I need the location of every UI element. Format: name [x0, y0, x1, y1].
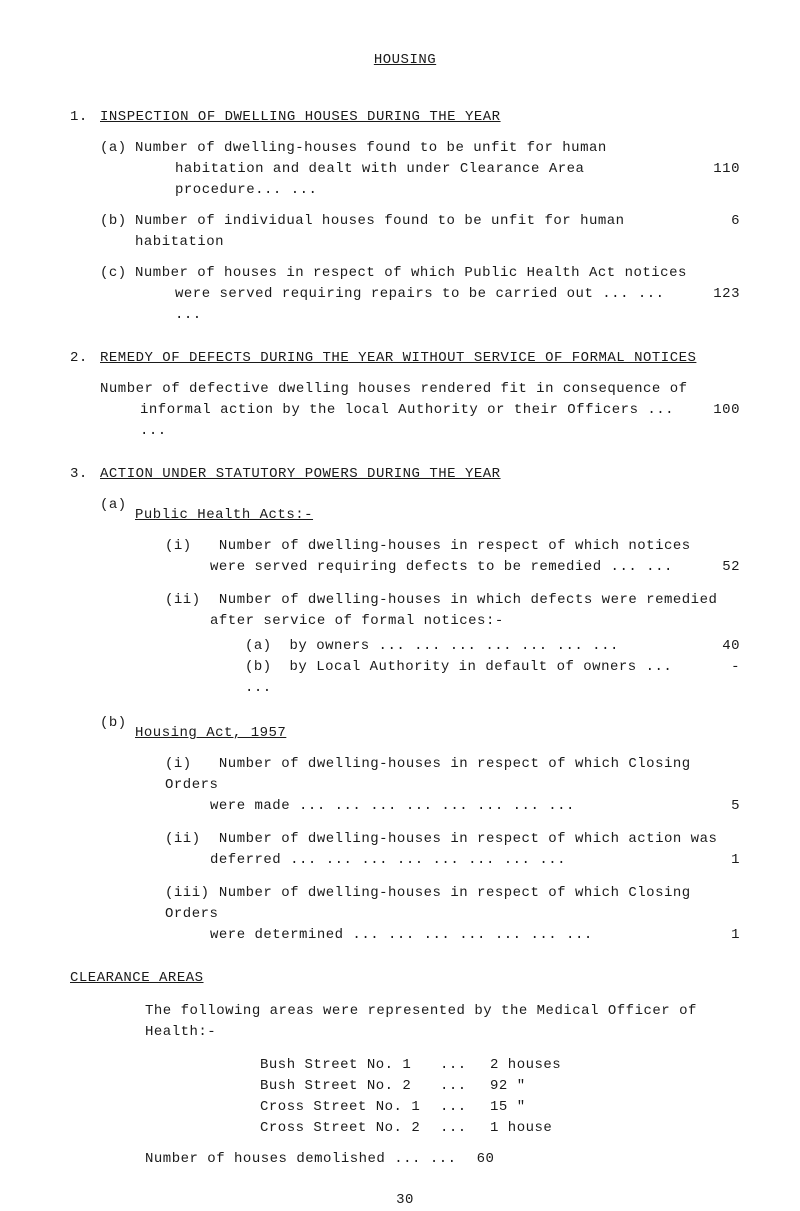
roman: (iii) [165, 883, 210, 904]
list-item: Bush Street No. 2...92 " [260, 1076, 740, 1097]
section-heading: ACTION UNDER STATUTORY POWERS DURING THE… [100, 464, 501, 485]
value: 100 [690, 400, 740, 421]
item-letter: (a) [100, 495, 135, 526]
value: - [690, 657, 740, 678]
sub-item-ii: (ii) Number of dwelling-houses in which … [165, 590, 740, 611]
text-line: were made ... ... ... ... ... ... ... ..… [210, 796, 690, 817]
clearance-heading: CLEARANCE AREAS [70, 968, 740, 989]
item-letter: (b) [100, 713, 135, 744]
text-line: Number of dwelling-houses in respect of … [219, 831, 717, 847]
item-1c: (c) Number of houses in respect of which… [100, 263, 740, 326]
roman: (i) [165, 536, 210, 557]
item-1a: (a) Number of dwelling-houses found to b… [100, 138, 740, 201]
list-item: Cross Street No. 1...15 " [260, 1097, 740, 1118]
text-line: were served requiring repairs to be carr… [175, 284, 690, 326]
text-line: (a) by owners ... ... ... ... ... ... ..… [245, 636, 690, 657]
section-1-head: 1. INSPECTION OF DWELLING HOUSES DURING … [70, 107, 740, 128]
roman: (ii) [165, 590, 210, 611]
item-3b: (b) Housing Act, 1957 [100, 713, 740, 744]
section-num: 2. [70, 348, 100, 369]
roman: (ii) [165, 829, 210, 850]
section-2-head: 2. REMEDY OF DEFECTS DURING THE YEAR WIT… [70, 348, 740, 369]
text-line: Number of dwelling-houses in respect of … [165, 756, 691, 793]
section-heading: INSPECTION OF DWELLING HOUSES DURING THE… [100, 107, 501, 128]
text-line: (b) by Local Authority in default of own… [245, 657, 690, 699]
text-line: deferred ... ... ... ... ... ... ... ... [210, 850, 690, 871]
sub-heading: Public Health Acts:- [135, 505, 313, 526]
text-line: habitation and dealt with under Clearanc… [175, 159, 690, 201]
item-letter: (a) [100, 138, 135, 201]
clearance-list: Bush Street No. 1...2 houses Bush Street… [260, 1055, 740, 1139]
value: 5 [690, 796, 740, 817]
text-line: were served requiring defects to be reme… [210, 557, 690, 578]
list-item: Bush Street No. 1...2 houses [260, 1055, 740, 1076]
section-num: 3. [70, 464, 100, 485]
item-letter: (b) [100, 211, 135, 253]
sub-item-bii: (ii) Number of dwelling-houses in respec… [165, 829, 740, 850]
page-title: HOUSING [70, 50, 740, 71]
value: 110 [690, 159, 740, 180]
text-line: Number of dwelling-houses found to be un… [135, 138, 740, 159]
demolished-row: Number of houses demolished ... ... 60 [145, 1149, 740, 1170]
sub-item-biii: (iii) Number of dwelling-houses in respe… [165, 883, 740, 925]
sub-heading: Housing Act, 1957 [135, 723, 286, 744]
section-num: 1. [70, 107, 100, 128]
value: 52 [690, 557, 740, 578]
value: 40 [690, 636, 740, 657]
roman: (i) [165, 754, 210, 775]
item-1b: (b) Number of individual houses found to… [100, 211, 740, 253]
text-line: Number of dwelling-houses in which defec… [219, 592, 717, 608]
page-number: 30 [70, 1190, 740, 1211]
text-line: Number of dwelling-houses in respect of … [165, 885, 691, 922]
text-line: Number of houses in respect of which Pub… [135, 263, 740, 284]
list-item: Cross Street No. 2...1 house [260, 1118, 740, 1139]
section-heading: REMEDY OF DEFECTS DURING THE YEAR WITHOU… [100, 348, 696, 369]
value: 60 [477, 1149, 495, 1170]
value: 6 [690, 211, 740, 232]
text-line: after service of formal notices:- [210, 611, 740, 632]
text-line: Number of houses demolished ... ... [145, 1149, 457, 1170]
value: 123 [690, 284, 740, 305]
section-3-head: 3. ACTION UNDER STATUTORY POWERS DURING … [70, 464, 740, 485]
value: 1 [690, 925, 740, 946]
clearance-intro: The following areas were represented by … [145, 1001, 740, 1043]
value: 1 [690, 850, 740, 871]
item-3a: (a) Public Health Acts:- [100, 495, 740, 526]
sub-item-bi: (i) Number of dwelling-houses in respect… [165, 754, 740, 796]
sub-item-i: (i) Number of dwelling-houses in respect… [165, 536, 740, 557]
text-line: were determined ... ... ... ... ... ... … [210, 925, 690, 946]
item-letter: (c) [100, 263, 135, 326]
text-line: Number of defective dwelling houses rend… [100, 379, 740, 400]
text-line: Number of dwelling-houses in respect of … [219, 538, 691, 554]
text-line: Number of individual houses found to be … [135, 211, 690, 253]
text-line: informal action by the local Authority o… [140, 400, 690, 442]
